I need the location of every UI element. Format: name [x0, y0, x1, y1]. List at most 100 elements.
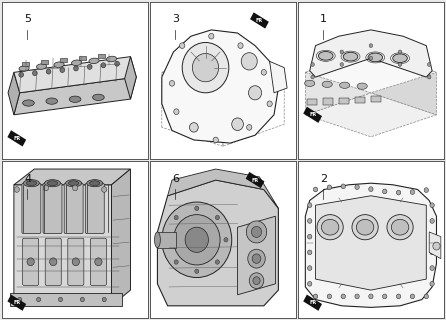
Circle shape	[37, 297, 41, 302]
Circle shape	[267, 101, 272, 107]
Polygon shape	[168, 169, 278, 208]
Text: FR: FR	[309, 300, 316, 305]
Circle shape	[430, 282, 434, 286]
Circle shape	[248, 249, 265, 268]
FancyBboxPatch shape	[23, 238, 39, 285]
Polygon shape	[162, 30, 278, 143]
Ellipse shape	[391, 219, 409, 235]
Ellipse shape	[45, 180, 61, 187]
Text: FR: FR	[252, 178, 259, 182]
Circle shape	[369, 294, 373, 299]
Circle shape	[341, 184, 345, 189]
Circle shape	[215, 215, 219, 220]
Circle shape	[101, 63, 106, 68]
Ellipse shape	[69, 181, 79, 186]
Circle shape	[308, 282, 312, 286]
Polygon shape	[238, 216, 276, 295]
FancyBboxPatch shape	[8, 294, 26, 311]
Ellipse shape	[69, 96, 81, 102]
Circle shape	[369, 56, 373, 60]
Circle shape	[185, 227, 208, 252]
Circle shape	[87, 64, 92, 69]
Circle shape	[215, 260, 219, 264]
FancyBboxPatch shape	[303, 107, 322, 123]
FancyBboxPatch shape	[246, 172, 264, 188]
Bar	[307, 99, 317, 105]
Circle shape	[424, 188, 429, 192]
Circle shape	[427, 75, 431, 79]
Circle shape	[410, 190, 415, 195]
FancyBboxPatch shape	[250, 12, 269, 28]
Ellipse shape	[393, 54, 407, 62]
Circle shape	[209, 33, 214, 39]
Ellipse shape	[71, 60, 82, 66]
Circle shape	[174, 109, 179, 115]
Circle shape	[174, 260, 178, 264]
Circle shape	[174, 215, 178, 220]
Bar	[355, 97, 365, 103]
Circle shape	[18, 297, 22, 302]
Ellipse shape	[357, 83, 367, 89]
FancyBboxPatch shape	[8, 130, 26, 147]
Circle shape	[232, 118, 244, 131]
Circle shape	[383, 189, 387, 194]
Ellipse shape	[19, 66, 29, 71]
Bar	[339, 98, 349, 104]
Circle shape	[410, 294, 415, 299]
Circle shape	[50, 258, 57, 266]
Bar	[371, 96, 381, 102]
Circle shape	[424, 294, 429, 299]
Circle shape	[308, 234, 312, 239]
Circle shape	[261, 69, 266, 75]
Circle shape	[102, 297, 106, 302]
Bar	[22, 62, 29, 66]
Ellipse shape	[356, 219, 374, 235]
FancyBboxPatch shape	[303, 294, 322, 311]
Ellipse shape	[322, 219, 339, 235]
Circle shape	[311, 63, 314, 66]
Ellipse shape	[352, 215, 378, 240]
Circle shape	[58, 297, 62, 302]
FancyBboxPatch shape	[45, 238, 61, 285]
Polygon shape	[306, 93, 437, 137]
Ellipse shape	[23, 100, 34, 106]
Circle shape	[308, 203, 312, 208]
Polygon shape	[14, 77, 136, 115]
Polygon shape	[124, 57, 136, 99]
Polygon shape	[429, 232, 441, 259]
Circle shape	[369, 44, 373, 47]
Circle shape	[19, 72, 24, 77]
Circle shape	[102, 187, 107, 192]
Circle shape	[246, 221, 267, 243]
Circle shape	[430, 203, 434, 208]
Circle shape	[314, 187, 318, 192]
Circle shape	[190, 123, 198, 132]
Ellipse shape	[317, 215, 343, 240]
Text: FR: FR	[13, 136, 21, 141]
Circle shape	[430, 250, 434, 255]
Ellipse shape	[90, 181, 100, 186]
Bar	[79, 56, 86, 60]
Ellipse shape	[54, 62, 64, 68]
Polygon shape	[371, 52, 437, 115]
Text: FR: FR	[13, 300, 21, 305]
FancyBboxPatch shape	[85, 183, 104, 234]
Polygon shape	[8, 72, 20, 115]
Ellipse shape	[387, 215, 413, 240]
Circle shape	[195, 269, 199, 273]
Polygon shape	[306, 183, 437, 308]
Circle shape	[46, 69, 51, 74]
Circle shape	[247, 124, 252, 130]
Circle shape	[430, 266, 434, 270]
Circle shape	[43, 185, 49, 191]
Circle shape	[162, 202, 232, 277]
Ellipse shape	[89, 58, 99, 64]
Circle shape	[72, 185, 78, 191]
Circle shape	[173, 215, 220, 265]
Circle shape	[165, 237, 169, 242]
Polygon shape	[157, 232, 176, 248]
Circle shape	[314, 294, 318, 299]
Circle shape	[248, 86, 262, 100]
Circle shape	[95, 258, 102, 266]
Ellipse shape	[318, 52, 333, 60]
